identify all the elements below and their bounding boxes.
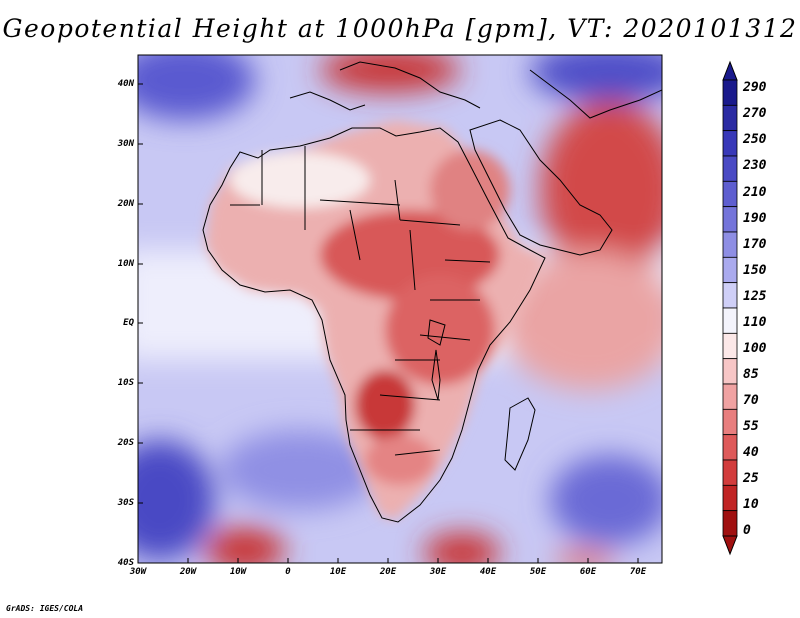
- colorbar-swatch-170: [722, 231, 738, 258]
- colorbar-label-190: 190: [743, 211, 767, 226]
- colorbar-label-10: 10: [743, 497, 759, 512]
- colorbar-label-210: 210: [743, 185, 767, 200]
- colorbar-swatch-110: [722, 307, 738, 334]
- lat-label-30s: 30S: [117, 498, 134, 508]
- colorbar-label-230: 230: [743, 158, 767, 173]
- colorbar-swatch-0: [722, 510, 738, 537]
- colorbar-label-0: 0: [743, 523, 751, 538]
- colorbar-swatch-190: [722, 206, 738, 233]
- colorbar-swatch-125: [722, 282, 738, 309]
- colorbar-label-40: 40: [743, 445, 759, 460]
- colorbar-swatch-10: [722, 484, 738, 512]
- coastlines: [202, 61, 662, 523]
- colorbar-swatch-100: [722, 332, 738, 360]
- grads-credit: GrADS: IGES/COLA: [6, 604, 84, 613]
- lat-label-30n: 30N: [117, 139, 134, 149]
- colorbar-label-70: 70: [743, 393, 759, 408]
- colorbar-swatch-230: [722, 155, 738, 182]
- lat-label-20n: 20N: [117, 199, 134, 209]
- lon-label-50e: 50E: [529, 567, 547, 577]
- lat-label-10n: 10N: [117, 259, 134, 269]
- colorbar-swatch-40: [722, 434, 738, 461]
- colorbar-label-25: 25: [743, 471, 759, 486]
- colorbar-swatch-250: [722, 130, 738, 157]
- colorbar-label-150: 150: [743, 263, 767, 278]
- lat-label-40n: 40N: [117, 79, 134, 89]
- colorbar-label-270: 270: [743, 106, 767, 121]
- colorbar-label-290: 290: [743, 80, 767, 95]
- lon-label-20e: 20E: [379, 567, 397, 577]
- colorbar-top-arrow: [722, 60, 738, 81]
- lon-label-10w: 10W: [229, 567, 247, 577]
- colorbar-bottom-arrow: [722, 535, 738, 556]
- lon-label-60e: 60E: [579, 567, 597, 577]
- colorbar-label-170: 170: [743, 237, 767, 252]
- colorbar-swatch-85: [722, 358, 738, 385]
- lon-label-30e: 30E: [429, 567, 447, 577]
- lon-label-40e: 40E: [479, 567, 497, 577]
- chart-title: Geopotential Height at 1000hPa [gpm], VT…: [2, 14, 798, 43]
- colorbar-label-125: 125: [743, 289, 767, 304]
- colorbar-label-85: 85: [743, 367, 759, 382]
- lon-label-20w: 20W: [179, 567, 197, 577]
- lat-label-eq: EQ: [123, 318, 134, 328]
- colorbar: [722, 60, 738, 556]
- colorbar-label-100: 100: [743, 341, 767, 356]
- lat-label-20s: 20S: [117, 438, 134, 448]
- lon-label-70e: 70E: [629, 567, 647, 577]
- lat-label-40s: 40S: [117, 558, 134, 568]
- colorbar-swatch-290: [722, 79, 738, 106]
- lat-label-10s: 10S: [117, 378, 134, 388]
- axis-ticks: [138, 83, 639, 563]
- lon-label-10e: 10E: [329, 567, 347, 577]
- colorbar-label-110: 110: [743, 315, 767, 330]
- colorbar-swatch-270: [722, 104, 738, 132]
- lon-label-30w: 30W: [129, 567, 147, 577]
- colorbar-swatch-150: [722, 256, 738, 284]
- shaded-field: [138, 55, 662, 563]
- colorbar-label-55: 55: [743, 419, 759, 434]
- colorbar-label-250: 250: [743, 132, 767, 147]
- colorbar-swatch-55: [722, 408, 738, 436]
- lon-label-0: 0: [285, 567, 291, 577]
- colorbar-swatch-70: [722, 383, 738, 410]
- colorbar-swatch-25: [722, 459, 738, 486]
- colorbar-swatch-210: [722, 180, 738, 208]
- plot-frame: [137, 54, 663, 564]
